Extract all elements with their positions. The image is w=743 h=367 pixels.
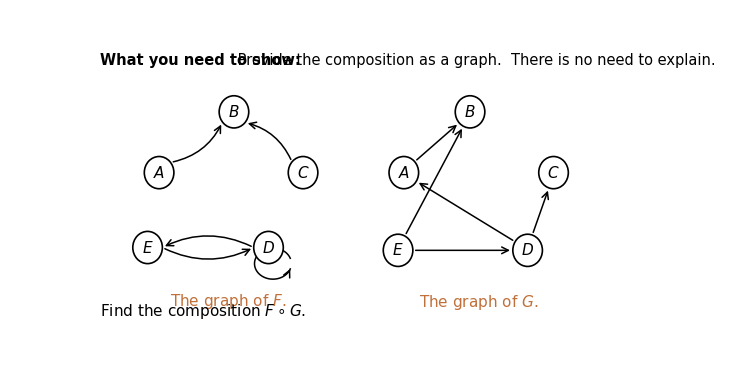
- Text: $\mathit{E}$: $\mathit{E}$: [392, 242, 404, 258]
- Ellipse shape: [455, 96, 485, 128]
- Ellipse shape: [133, 232, 163, 264]
- Text: $\mathit{D}$: $\mathit{D}$: [521, 242, 534, 258]
- Text: $\mathit{B}$: $\mathit{B}$: [228, 104, 240, 120]
- Ellipse shape: [383, 234, 413, 266]
- Text: The graph of $F$.: The graph of $F$.: [170, 292, 286, 311]
- Text: $\mathit{D}$: $\mathit{D}$: [262, 240, 275, 255]
- Text: $\mathit{C}$: $\mathit{C}$: [548, 165, 559, 181]
- Text: Provide the composition as a graph.  There is no need to explain.: Provide the composition as a graph. Ther…: [233, 52, 716, 68]
- Ellipse shape: [288, 156, 318, 189]
- Text: The graph of $G$.: The graph of $G$.: [419, 293, 539, 312]
- Text: $\mathit{E}$: $\mathit{E}$: [142, 240, 153, 255]
- Text: Find the composition $F \circ G$.: Find the composition $F \circ G$.: [100, 302, 306, 321]
- Text: $\mathit{B}$: $\mathit{B}$: [464, 104, 476, 120]
- Ellipse shape: [253, 232, 283, 264]
- Ellipse shape: [513, 234, 542, 266]
- Ellipse shape: [389, 156, 418, 189]
- Ellipse shape: [219, 96, 249, 128]
- Text: What you need to show:: What you need to show:: [100, 52, 300, 68]
- Text: $\mathit{A}$: $\mathit{A}$: [398, 165, 410, 181]
- Text: $\mathit{C}$: $\mathit{C}$: [296, 165, 309, 181]
- Text: $\mathit{A}$: $\mathit{A}$: [153, 165, 165, 181]
- Ellipse shape: [539, 156, 568, 189]
- Ellipse shape: [144, 156, 174, 189]
